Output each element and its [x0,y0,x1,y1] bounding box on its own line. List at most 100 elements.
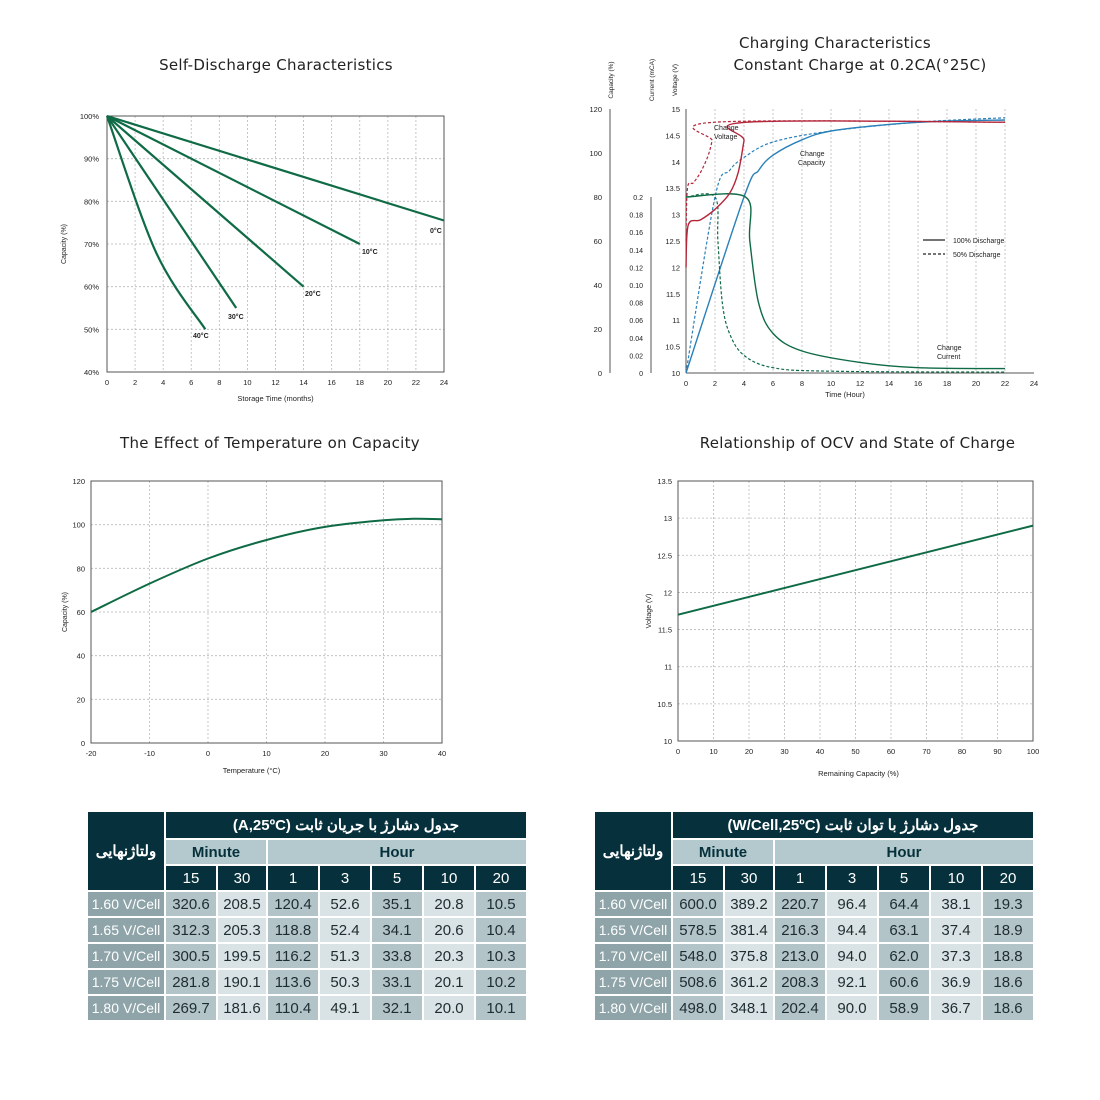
table-row: 1.70 V/Cell 300.5 199.5 116.2 51.3 33.8 20.3 10… [86,942,528,970]
table-column-header: 30 [216,864,268,892]
self-discharge-xlabel: Storage Time (months) [237,394,314,403]
charging-xtick: 0 [684,379,688,388]
table-cell: 508.6 [671,968,725,996]
charging-xtick: 2 [713,379,717,388]
table-cell: 120.4 [266,890,320,918]
charging-voltage-tick: 10.5 [665,343,680,352]
table-cell: 94.4 [825,916,879,944]
charging-capacity-tick: 80 [594,193,602,202]
charging-voltage-tick: 12.5 [665,237,680,246]
charging-current-tick: 0.06 [629,318,643,325]
ocv-ytick: 11.5 [658,626,672,635]
charging-voltage-tick: 14 [672,158,680,167]
table-cell: 300.5 [164,942,218,970]
temperature-xtick: 0 [206,749,210,758]
self-discharge-xtick: 24 [440,378,448,387]
self-discharge-line-4 [105,115,207,330]
table-cell: 578.5 [671,916,725,944]
table-row-label: 1.60 V/Cell [593,890,673,918]
charging-capacity-label: Capacity [798,160,826,167]
table-row: 1.60 V/Cell 320.6 208.5 120.4 52.6 35.1 20.8 10… [86,890,528,918]
self-discharge-line-3 [106,115,238,309]
temperature-xlabel: Temperature (°C) [223,766,281,775]
table-cell: 118.8 [266,916,320,944]
table-cell: 92.1 [825,968,879,996]
table-cell: 10.1 [474,994,528,1022]
charging-voltage-label: Change [714,125,739,132]
charging-current-tick: 0.16 [629,230,643,237]
table-cell: 320.6 [164,890,218,918]
self-discharge-ytick: 100% [80,112,100,121]
charging-xtick: 4 [742,379,746,388]
temperature-ytick: 20 [77,695,85,704]
table-row-label: 1.80 V/Cell [86,994,166,1022]
table-row: 1.70 V/Cell 548.0 375.8 213.0 94.0 62.0 37.3 18… [593,942,1035,970]
table-cell: 213.0 [773,942,827,970]
table-cell: 312.3 [164,916,218,944]
table-column-header: 1 [266,864,320,892]
charging-xtick: 18 [943,379,951,388]
ocv-xtick: 90 [993,747,1001,756]
charging-current-tick: 0.18 [629,213,643,220]
table-group-hour: Hour [773,838,1035,866]
charging-voltage-tick: 13.5 [665,184,680,193]
table-cell: 52.4 [318,916,372,944]
charging-legend-solid-label: 100% Discharge [953,238,1004,245]
charging-xlabel: Time (Hour) [825,390,865,399]
temperature-ytick: 100 [72,521,85,530]
temperature-xtick: 10 [262,749,270,758]
table-cell: 20.8 [422,890,476,918]
charging-voltage-tick: 13 [672,211,680,220]
table-cell: 63.1 [877,916,931,944]
charging-capacity-tick: 100 [589,149,602,158]
table-column-header: 3 [318,864,372,892]
ocv-xtick: 0 [676,747,680,756]
self-discharge-series-label: 40°C [193,332,209,340]
ocv-voltage-line [677,524,1034,616]
charging-current-tick: 0.12 [629,265,643,272]
charging-capacity-tick: 60 [594,237,602,246]
table-row-label: 1.80 V/Cell [593,994,673,1022]
charging-voltage-tick: 12 [672,263,680,272]
charging-capacity-axis-label: Capacity (%) [608,61,615,98]
table-corner-header: ولتاژنهایی [593,810,673,892]
table-row: 1.75 V/Cell 508.6 361.2 208.3 92.1 60.6 36.9 18… [593,968,1035,996]
table-corner-header: ولتاژنهایی [86,810,166,892]
self-discharge-plot-frame [106,115,445,373]
table-cell: 18.6 [981,994,1035,1022]
table-column-header: 20 [981,864,1035,892]
self-discharge-xtick: 10 [243,378,251,387]
charging-voltage-100-line [685,120,1006,268]
ocv-xtick: 40 [816,747,824,756]
charging-capacity-50-line [685,117,1006,374]
table-cell: 113.6 [266,968,320,996]
self-discharge-ytick: 40% [84,368,99,377]
temperature-ytick: 60 [77,608,85,617]
table-cell: 10.2 [474,968,528,996]
self-discharge-xtick: 6 [189,378,193,387]
table-row-label: 1.75 V/Cell [86,968,166,996]
table-cell: 10.5 [474,890,528,918]
table-cell: 548.0 [671,942,725,970]
charging-xtick: 12 [856,379,864,388]
table-cell: 208.3 [773,968,827,996]
table-cell: 62.0 [877,942,931,970]
self-discharge-xtick: 4 [161,378,165,387]
charging-title-line2: Constant Charge at 0.2CA(°25C) [733,56,987,74]
charging-voltage-tick: 11.5 [666,290,680,299]
table-cell: 96.4 [825,890,879,918]
charging-capacity-100-line [685,119,1006,374]
charging-capacity-tick: 40 [594,281,602,290]
table-cell: 32.1 [370,994,424,1022]
table-column-header: 20 [474,864,528,892]
ocv-xlabel: Remaining Capacity (%) [818,769,899,778]
charging-current-tick: 0.08 [629,301,643,308]
table-cell: 33.8 [370,942,424,970]
table-row-label: 1.75 V/Cell [593,968,673,996]
charging-voltage-label: Voltage [714,134,737,141]
self-discharge-ytick: 70% [84,240,99,249]
ocv-ytick: 11 [664,663,672,672]
table-column-header: 3 [825,864,879,892]
table-title: جدول دشارژ با توان ثابت (W/Cell,25ºC) [671,810,1035,840]
charging-current-50-line [685,193,1006,373]
